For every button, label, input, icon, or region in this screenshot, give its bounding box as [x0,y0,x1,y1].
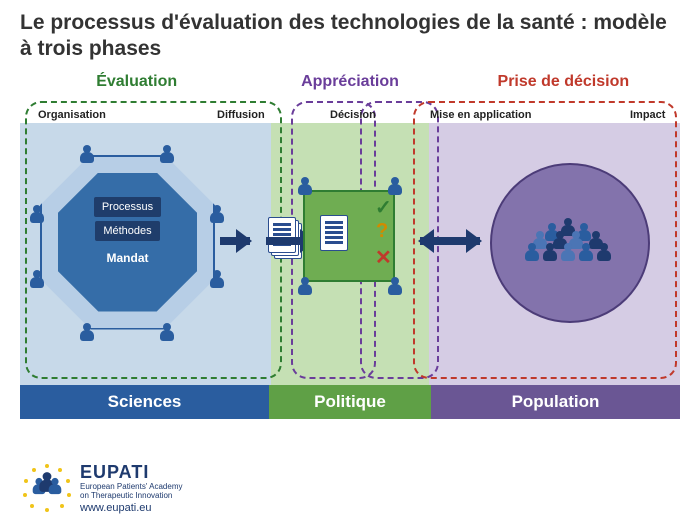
impact-circle [490,163,650,323]
phase-evaluation: Évaluation [30,73,243,91]
sublabel-impact: Impact [630,109,665,121]
cross-icon: ✕ [375,245,392,270]
octagon-mandat: Mandat [107,251,149,265]
person-icon [298,177,312,195]
diagram-canvas: Organisation Diffusion Décision Mise en … [20,95,680,385]
person-icon [160,145,174,163]
stars-icon [20,461,74,515]
person-icon [160,323,174,341]
person-icon [298,277,312,295]
phase-labels-row: Évaluation Appréciation Prise de décisio… [0,73,700,91]
arrow-bidirectional-icon [420,237,480,245]
crowd-icon [525,213,615,273]
logo-text: EUPATI European Patients' Academy on The… [80,462,182,515]
logo-url: www.eupati.eu [80,502,182,514]
page-title: Le processus d'évaluation des technologi… [0,0,700,67]
person-icon [30,205,44,223]
person-icon [388,177,402,195]
logo-name: EUPATI [80,462,182,483]
phase-decision: Prise de décision [457,73,670,91]
eupati-logo: EUPATI European Patients' Academy on The… [20,461,182,515]
bottom-politique: Politique [269,385,431,419]
person-icon [210,205,224,223]
octagon-processus: Processus [94,197,161,217]
person-icon [210,270,224,288]
bottom-population: Population [431,385,680,419]
octagon-inner: Processus Méthodes Mandat [58,173,197,312]
sublabel-diffusion: Diffusion [217,109,265,121]
octagon-methodes: Méthodes [95,221,159,241]
sublabel-organisation: Organisation [38,109,106,121]
logo-people-icon [32,473,60,503]
person-icon [80,145,94,163]
person-icon [80,323,94,341]
question-icon: ? [376,220,388,243]
sublabel-application: Mise en application [430,109,531,121]
logo-line2: on Therapeutic Innovation [80,492,182,501]
phase-appreciation: Appréciation [243,73,456,91]
bottom-sciences: Sciences [20,385,269,419]
sublabel-decision: Décision [330,109,376,121]
bottom-bar: Sciences Politique Population [20,385,680,419]
document-icon [320,215,354,259]
person-icon [30,270,44,288]
arrow-icon [220,237,250,245]
check-icon: ✓ [375,195,392,220]
person-icon [388,277,402,295]
